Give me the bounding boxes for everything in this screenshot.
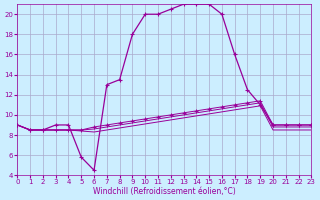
X-axis label: Windchill (Refroidissement éolien,°C): Windchill (Refroidissement éolien,°C) [93,187,236,196]
